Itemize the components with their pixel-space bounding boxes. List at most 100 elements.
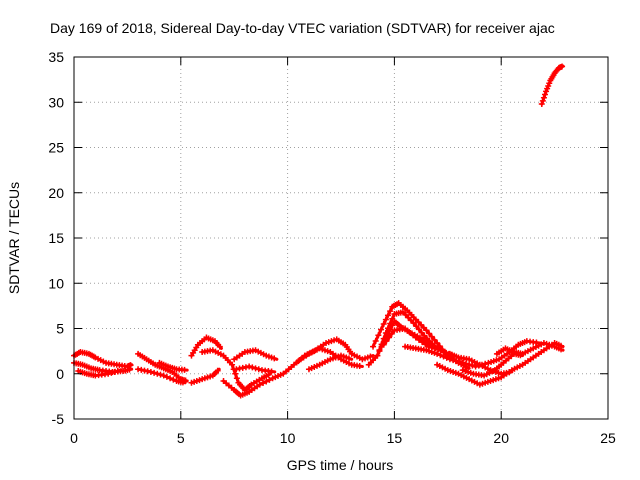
y-axis-label: SDTVAR / TECUs [6, 182, 22, 294]
data-point [388, 330, 395, 337]
data-point [541, 91, 548, 98]
data-point [249, 364, 256, 371]
data-point [559, 63, 566, 70]
data-point [266, 376, 273, 383]
data-point [375, 332, 382, 339]
data-point [126, 366, 133, 373]
data-point [268, 368, 275, 375]
data-point [163, 373, 170, 380]
data-point [127, 362, 134, 369]
data-point [415, 326, 422, 333]
data-point [434, 350, 441, 357]
data-point [380, 341, 387, 348]
data-point [179, 379, 186, 386]
data-point [413, 323, 420, 330]
data-point [389, 315, 396, 322]
tick-labels: 0 5 10 15 20 25 -5 0 5 10 15 20 25 30 35 [48, 49, 616, 446]
grid-lines [74, 57, 608, 419]
series-track-25 [519, 339, 565, 368]
data-point [346, 355, 353, 362]
data-point [255, 366, 262, 373]
data-point [558, 342, 565, 349]
data-point [246, 363, 253, 370]
data-point [426, 330, 433, 337]
chart-title: Day 169 of 2018, Sidereal Day-to-day VTE… [50, 20, 555, 36]
data-point [167, 375, 174, 382]
data-point [114, 368, 121, 375]
series-track-19 [380, 325, 443, 353]
series-track-9 [199, 347, 272, 394]
data-point [386, 334, 393, 341]
data-point [229, 361, 236, 368]
data-point [410, 320, 417, 327]
data-point [440, 353, 447, 360]
y-tick-label: 35 [48, 49, 64, 65]
data-point [446, 356, 453, 363]
data-point [252, 365, 259, 372]
data-point [216, 343, 223, 350]
series-track-16 [365, 318, 456, 368]
series-track-1 [71, 349, 134, 370]
axis-ticks [73, 56, 609, 420]
data-point [263, 378, 270, 385]
data-point [154, 370, 161, 377]
data-point [423, 327, 430, 334]
data-point [260, 380, 267, 387]
data-point [181, 366, 188, 373]
data-point [435, 346, 442, 353]
series-track-8 [188, 367, 221, 386]
x-tick-label: 5 [177, 430, 185, 446]
y-tick-label: 10 [48, 275, 64, 291]
data-point [380, 320, 387, 327]
data-point [538, 101, 545, 108]
series-track-22 [446, 350, 514, 377]
data-point [434, 339, 441, 346]
data-point [356, 363, 363, 370]
data-point [170, 376, 177, 383]
series-track-12 [233, 363, 277, 375]
data-point [147, 368, 154, 375]
data-point [151, 369, 158, 376]
series-track-10 [220, 371, 285, 399]
data-point [472, 363, 479, 370]
x-tick-label: 15 [387, 430, 403, 446]
data-series [71, 63, 566, 399]
data-point [418, 329, 425, 336]
series-track-5 [135, 366, 187, 386]
data-point [160, 372, 167, 379]
data-point [214, 367, 221, 374]
y-tick-label: -5 [52, 411, 65, 427]
series-track-11 [231, 347, 279, 363]
data-point [422, 341, 429, 348]
x-tick-label: 0 [70, 430, 78, 446]
data-point [157, 371, 164, 378]
data-point [256, 381, 263, 388]
y-tick-label: 5 [56, 321, 64, 337]
data-point [376, 346, 383, 353]
data-point [374, 352, 381, 359]
series-track-15 [305, 352, 354, 373]
data-point [387, 308, 394, 315]
data-point [383, 338, 390, 345]
data-point [456, 358, 463, 365]
data-point [111, 368, 118, 375]
data-point [232, 370, 239, 377]
series-track-14 [295, 345, 364, 370]
x-tick-label: 20 [493, 430, 509, 446]
y-tick-label: 30 [48, 94, 64, 110]
data-point [466, 361, 473, 368]
data-point [428, 333, 435, 340]
x-tick-label: 10 [280, 430, 296, 446]
series-track-6 [156, 359, 189, 373]
data-point [367, 353, 374, 360]
series-track-7 [188, 334, 223, 359]
series-track-3 [75, 368, 123, 379]
data-point [384, 325, 391, 332]
data-point [384, 312, 391, 319]
data-point [370, 343, 377, 350]
data-point [108, 369, 115, 376]
data-point [382, 330, 389, 337]
series-track-13 [280, 336, 375, 377]
data-point [441, 349, 448, 356]
